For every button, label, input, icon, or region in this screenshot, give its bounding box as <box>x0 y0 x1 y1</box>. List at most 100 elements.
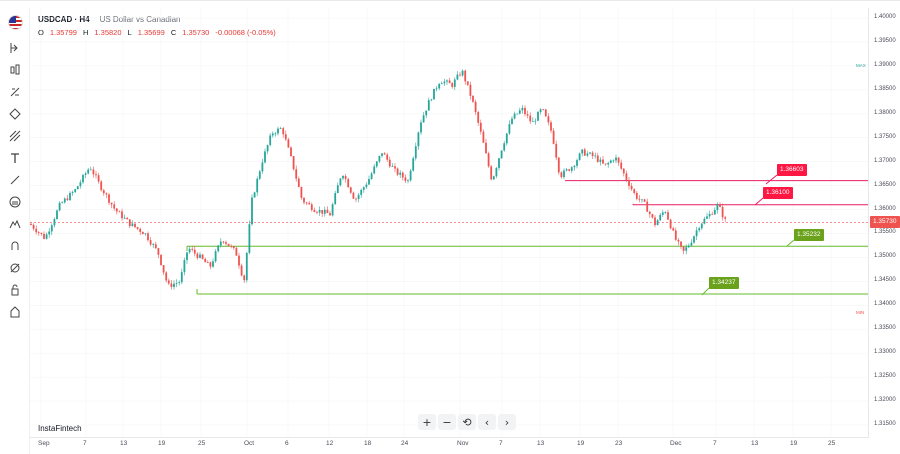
candle-up <box>370 173 373 179</box>
candle-down <box>43 233 45 239</box>
magnet-icon[interactable] <box>5 236 25 256</box>
candle-up <box>513 113 516 119</box>
candle-up <box>456 74 459 80</box>
candle-up <box>45 234 48 239</box>
candle-up <box>391 166 394 168</box>
candle-down <box>464 70 467 82</box>
candle-up <box>318 210 321 213</box>
candle-down <box>113 204 116 209</box>
candle-down <box>240 265 243 276</box>
candle-up <box>537 111 539 121</box>
candle-down <box>32 224 35 229</box>
candle-down <box>550 122 552 131</box>
candle-down <box>547 116 550 123</box>
fib-icon[interactable] <box>5 82 25 102</box>
time-tick: 25 <box>198 440 206 447</box>
candle-up <box>53 219 56 226</box>
reset-icon[interactable]: ⟲ <box>458 414 476 430</box>
resistance-1-connector <box>765 174 778 185</box>
smile-icon[interactable] <box>5 192 25 212</box>
price-tick: 1.33500 <box>874 325 896 332</box>
candle-up <box>713 209 716 215</box>
candle-down <box>604 163 607 165</box>
ohlc-high-value: 1.35820 <box>94 28 122 37</box>
candle-up <box>323 209 326 214</box>
candle-down <box>560 172 563 178</box>
candle-down <box>474 101 477 113</box>
text-icon[interactable] <box>5 148 25 168</box>
candle-down <box>635 192 638 199</box>
candle-up <box>573 165 576 168</box>
candle-up <box>180 272 183 283</box>
candle-down <box>97 175 100 182</box>
candle-up <box>79 182 82 187</box>
candle-up <box>336 185 339 194</box>
ohlc-low-label: L <box>127 28 132 37</box>
candle-down <box>347 178 350 188</box>
candle-up <box>357 194 360 199</box>
candle-down <box>355 198 357 200</box>
candle-up <box>264 151 266 163</box>
symbol-title[interactable]: USDCAD · H4 <box>38 14 90 24</box>
candle-up <box>414 146 417 159</box>
candle-down <box>40 232 43 234</box>
candle-up <box>339 178 342 186</box>
candle-down <box>459 74 461 76</box>
candle-up <box>443 81 446 84</box>
candle-down <box>349 187 352 193</box>
time-tick: 13 <box>537 440 545 447</box>
symbol-description: US Dollar vs Canadian <box>99 14 181 24</box>
cursor-icon[interactable] <box>5 38 25 58</box>
candle-up <box>131 223 134 227</box>
trendline-icon[interactable] <box>5 60 25 80</box>
candle-down <box>66 198 69 201</box>
zoom-in-button[interactable]: + <box>418 414 436 430</box>
trash-icon[interactable] <box>5 302 25 322</box>
time-tick: 19 <box>577 440 585 447</box>
candle-down <box>115 208 118 212</box>
candle-up <box>82 174 84 183</box>
candle-up <box>500 150 503 159</box>
candle-down <box>284 134 287 140</box>
candle-down <box>622 168 625 174</box>
support-2-connector <box>701 287 710 296</box>
forecast-icon[interactable] <box>5 214 25 234</box>
candle-up <box>420 122 422 133</box>
brush-icon[interactable] <box>5 104 25 124</box>
candle-up <box>576 160 578 166</box>
candle-down <box>206 262 209 264</box>
candle-down <box>568 169 571 171</box>
candle-up <box>63 198 66 203</box>
candle-down <box>529 115 532 122</box>
candle-down <box>141 231 144 235</box>
zoom-out-button[interactable]: − <box>438 414 456 430</box>
candle-up <box>50 225 53 232</box>
candle-down <box>643 199 646 202</box>
lock-icon[interactable] <box>5 258 25 278</box>
candle-down <box>95 174 97 176</box>
scroll-forward-button[interactable]: › <box>498 414 516 430</box>
candle-down <box>552 130 555 144</box>
candle-down <box>310 204 313 211</box>
price-chart[interactable] <box>30 8 870 438</box>
measure-icon[interactable] <box>5 170 25 190</box>
candle-down <box>204 258 207 263</box>
flag-icon[interactable] <box>8 15 23 30</box>
pattern-icon[interactable] <box>5 126 25 146</box>
candle-down <box>227 243 230 247</box>
candle-down <box>102 190 105 194</box>
price-tick: 1.36000 <box>874 205 896 212</box>
candle-down <box>100 181 103 191</box>
candle-up <box>586 153 589 156</box>
candle-down <box>196 253 199 258</box>
candle-down <box>617 157 620 163</box>
time-tick: 24 <box>401 440 409 447</box>
candle-down <box>394 166 396 169</box>
candle-up <box>430 99 433 101</box>
candle-up <box>69 192 71 201</box>
candle-up <box>581 149 584 154</box>
candle-down <box>526 114 529 116</box>
scroll-back-button[interactable]: ‹ <box>478 414 496 430</box>
candle-down <box>136 227 139 229</box>
eye-icon[interactable] <box>5 280 25 300</box>
